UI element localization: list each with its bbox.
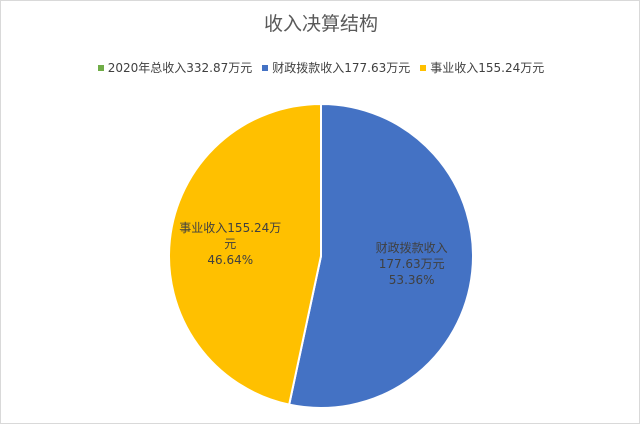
legend-swatch <box>262 64 269 71</box>
data-label-value: 46.64% <box>207 253 254 268</box>
data-label: 事业收入155.24万元 46.64% <box>178 220 282 268</box>
pie-slice <box>287 102 474 409</box>
chart-title: 收入决算结构 <box>263 13 378 35</box>
data-label: 财政拨款收入177.63万元 53.36% <box>360 240 464 288</box>
legend-swatch <box>97 64 104 71</box>
legend-label: 财政拨款收入177.63万元 <box>272 61 411 75</box>
legend-label: 事业收入155.24万元 <box>430 61 545 75</box>
pie-slice <box>168 102 322 406</box>
legend: 2020年总收入332.87万元 财政拨款收入177.63万元 事业收入155.24… <box>1 59 639 76</box>
data-label-value: 53.36% <box>388 272 435 287</box>
legend-item: 2020年总收入332.87万元 <box>97 59 253 76</box>
data-label-category: 财政拨款收入177.63万元 <box>375 240 448 271</box>
legend-item: 事业收入155.24万元 <box>420 59 544 76</box>
data-label-category: 事业收入155.24万元 <box>179 221 282 252</box>
legend-swatch <box>420 64 427 71</box>
legend-item: 财政拨款收入177.63万元 <box>262 59 410 76</box>
legend-label: 2020年总收入332.87万元 <box>107 61 253 75</box>
